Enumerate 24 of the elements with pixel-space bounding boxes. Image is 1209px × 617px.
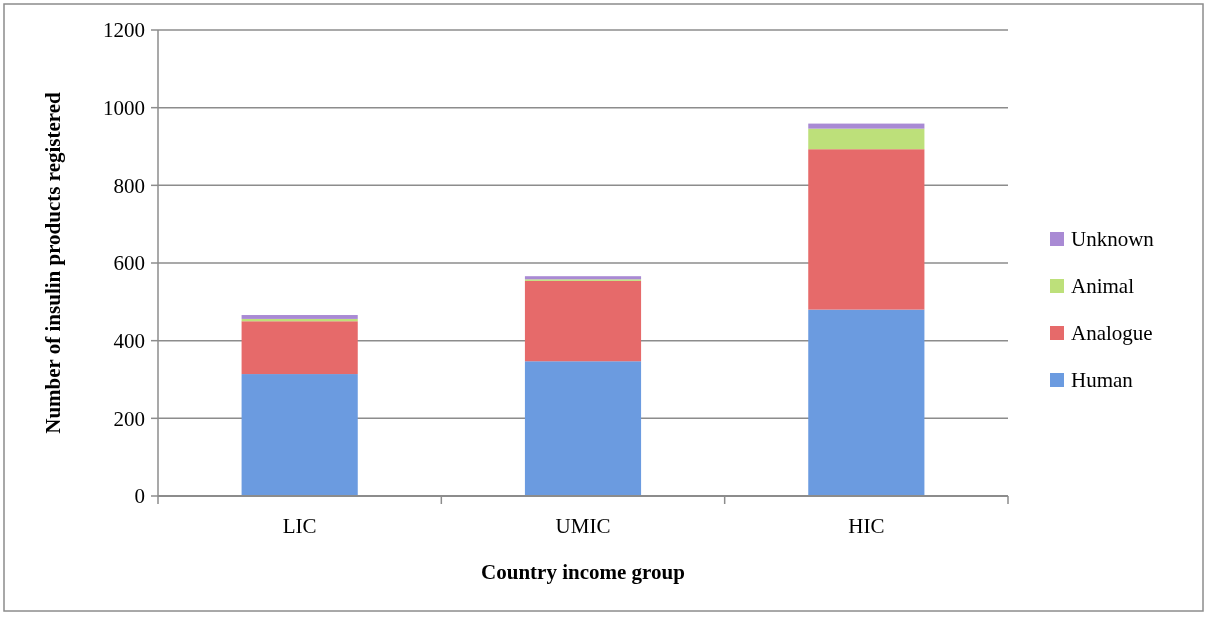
bar — [524, 280, 642, 362]
x-axis-title: Country income group — [481, 560, 685, 584]
y-axis-title: Number of insulin products registered — [41, 91, 65, 434]
y-tick-label: 800 — [113, 173, 145, 198]
legend-label: Analogue — [1071, 321, 1153, 346]
bar — [241, 374, 358, 496]
bar — [524, 361, 642, 496]
y-tick-label: 600 — [113, 251, 145, 276]
legend-label: Human — [1071, 368, 1134, 393]
x-tick-label: UMIC — [555, 514, 611, 538]
bar — [241, 321, 358, 375]
y-tick-label: 1000 — [103, 96, 145, 121]
y-tick-label: 0 — [134, 484, 145, 509]
x-tick-label: HIC — [848, 514, 885, 538]
legend-label: Unknown — [1071, 227, 1155, 252]
bar — [808, 309, 925, 496]
bar — [808, 128, 925, 150]
y-tick-label: 200 — [113, 406, 145, 431]
bar — [808, 123, 925, 129]
y-tick-label: 400 — [113, 329, 145, 354]
legend-label: Animal — [1071, 274, 1135, 299]
bar — [808, 149, 925, 310]
x-tick-label: LIC — [282, 514, 317, 538]
y-tick-label: 1200 — [103, 18, 145, 43]
